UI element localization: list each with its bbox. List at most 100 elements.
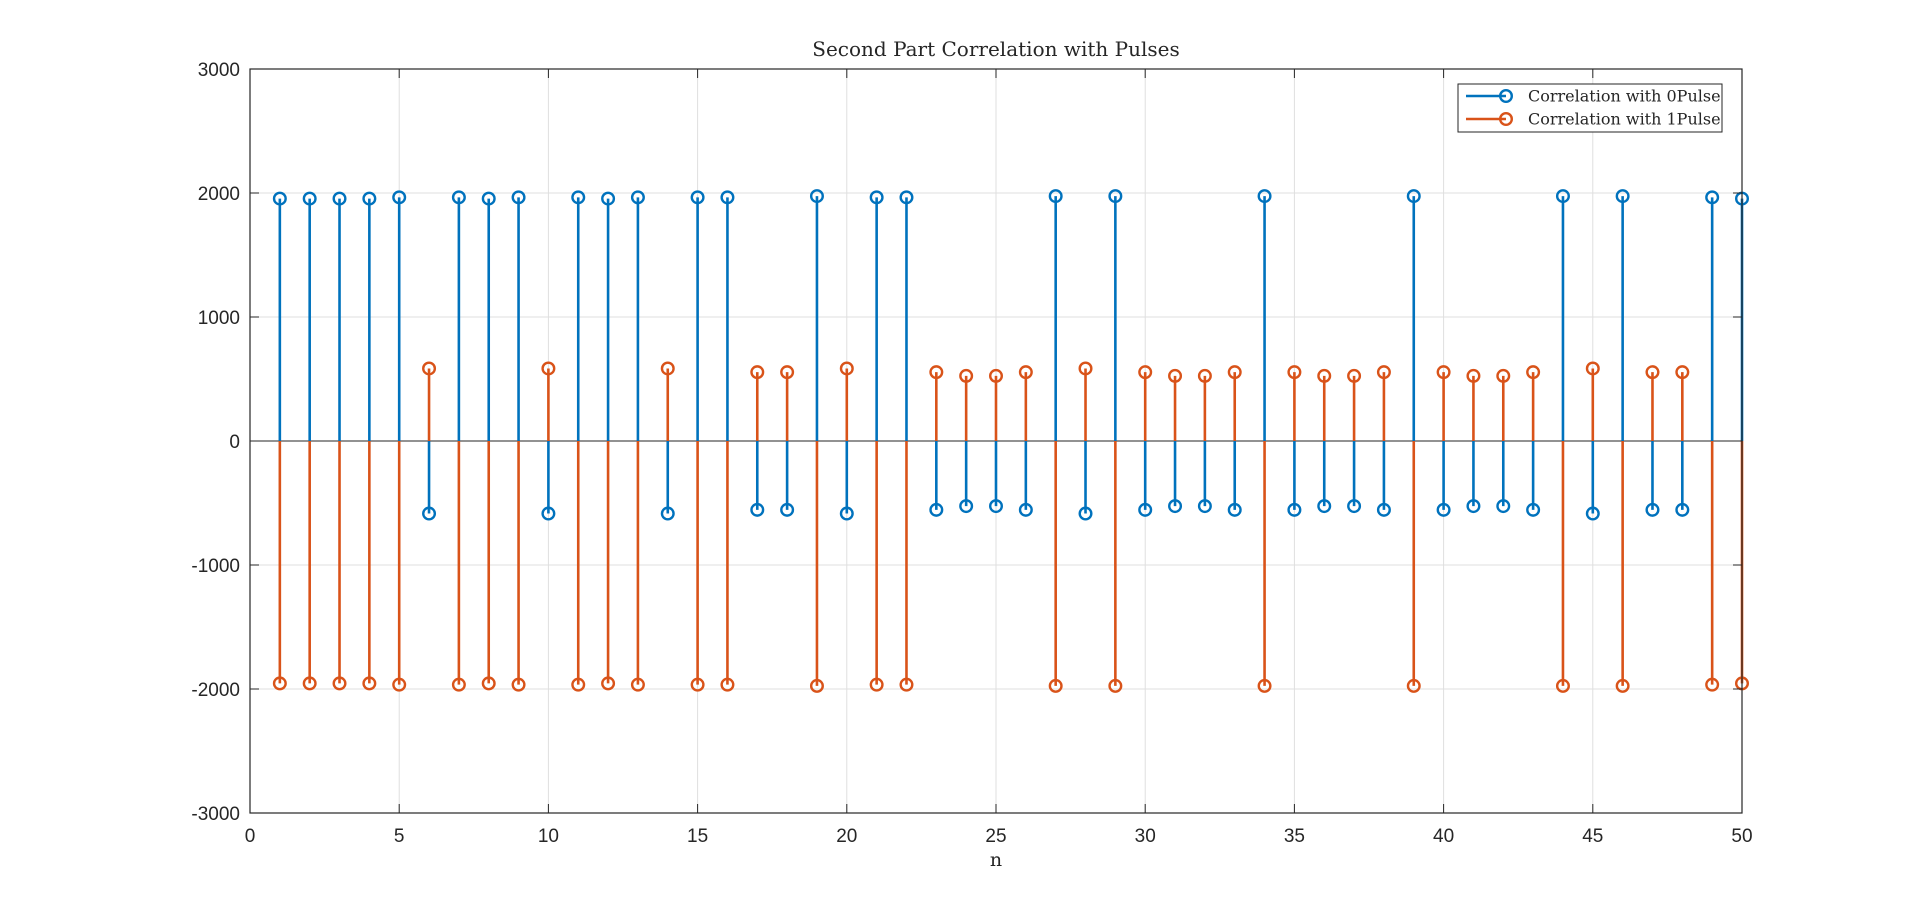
stem-marker [392,190,407,205]
x-tick-label: 0 [245,826,256,847]
stem-marker [1436,365,1451,380]
stem-marker [451,677,466,692]
stem-marker [1138,502,1153,517]
stem-marker [660,506,675,521]
x-tick-label: 50 [1731,826,1752,847]
stem-marker [541,506,556,521]
series-group [272,361,1749,693]
y-tick-label: -3000 [191,804,240,825]
x-tick-labels: 0 5 10 15 20 25 30 35 40 45 50 [245,826,1753,847]
legend-label: Correlation with 0Pulse [1528,87,1721,106]
stem-marker [630,190,645,205]
stem-marker [1108,678,1123,693]
stem-marker [1347,499,1362,514]
legend-marker [1498,111,1513,126]
y-tick-label: 2000 [198,184,240,205]
stem-marker [869,677,884,692]
x-tick-label: 25 [985,826,1006,847]
stem-marker [750,365,765,380]
stem-marker [780,365,795,380]
stem-marker [272,676,287,691]
stem-marker [302,676,317,691]
stem-marker [1197,499,1212,514]
stem-marker [332,676,347,691]
stem-marker [1555,678,1570,693]
stem-marker [1287,365,1302,380]
stem-marker [1466,368,1481,383]
stem-marker [1018,365,1033,380]
x-tick-label: 40 [1433,826,1454,847]
stem-marker [1526,365,1541,380]
stem-marker [571,677,586,692]
x-tick-label: 45 [1582,826,1603,847]
x-tick-label: 5 [394,826,405,847]
stem-marker [1227,502,1242,517]
stem-marker [1585,361,1600,376]
stem-marker [1496,499,1511,514]
stem-marker [481,676,496,691]
y-tick-label: 1000 [198,308,240,329]
stem-marker [1705,677,1720,692]
stem-marker [1526,502,1541,517]
stem-marker [272,191,287,206]
stem-marker [1705,190,1720,205]
y-tick-label: 3000 [198,60,240,81]
stem-marker [1108,189,1123,204]
legend-marker [1498,88,1513,103]
stem-marker [571,190,586,205]
stem-marker [1078,361,1093,376]
stem-marker [1466,499,1481,514]
tick-marks [249,68,1743,814]
stem-marker [1197,368,1212,383]
stem-marker [690,190,705,205]
stem-marker [1376,502,1391,517]
stem-marker [1615,678,1630,693]
stem-marker [1347,368,1362,383]
stem-marker [839,361,854,376]
stem-marker [362,676,377,691]
x-axis-label: n [990,849,1002,871]
stem-marker [959,499,974,514]
stem-marker [1048,189,1063,204]
legend-label: Correlation with 1Pulse [1528,110,1721,129]
y-tick-labels: 3000 2000 1000 0 -1000 -2000 -3000 [191,60,240,825]
x-tick-label: 20 [836,826,857,847]
stem-marker [1078,506,1093,521]
legend-entries: Correlation with 0Pulse Correlation with … [1466,87,1721,129]
stem-marker [1496,368,1511,383]
stem-marker [302,191,317,206]
stem-marker [1645,365,1660,380]
stem-marker [1555,189,1570,204]
stem-marker [1257,189,1272,204]
stem-marker [899,677,914,692]
stem-marker [1317,368,1332,383]
stem-marker [451,190,466,205]
stem-marker [899,190,914,205]
stem-marker [989,499,1004,514]
stem-marker [1406,189,1421,204]
stem-marker [392,677,407,692]
stem-marker [750,502,765,517]
stem-marker [869,190,884,205]
stem-marker [1168,368,1183,383]
stem-marker [1168,499,1183,514]
stem-marker [541,361,556,376]
y-tick-label: -2000 [191,680,240,701]
stem-marker [1406,678,1421,693]
stem-marker [1257,678,1272,693]
stem-marker [1048,678,1063,693]
x-tick-label: 15 [687,826,708,847]
stem-marker [720,677,735,692]
stem-marker [1376,365,1391,380]
x-tick-label: 30 [1135,826,1156,847]
chart-title: Second Part Correlation with Pulses [812,37,1179,61]
stem-marker [422,506,437,521]
stem-marker [1287,502,1302,517]
stem-marker [780,502,795,517]
stem-marker [1018,502,1033,517]
stem-marker [690,677,705,692]
y-tick-label: -1000 [191,556,240,577]
stem-marker [511,677,526,692]
stem-marker [989,368,1004,383]
